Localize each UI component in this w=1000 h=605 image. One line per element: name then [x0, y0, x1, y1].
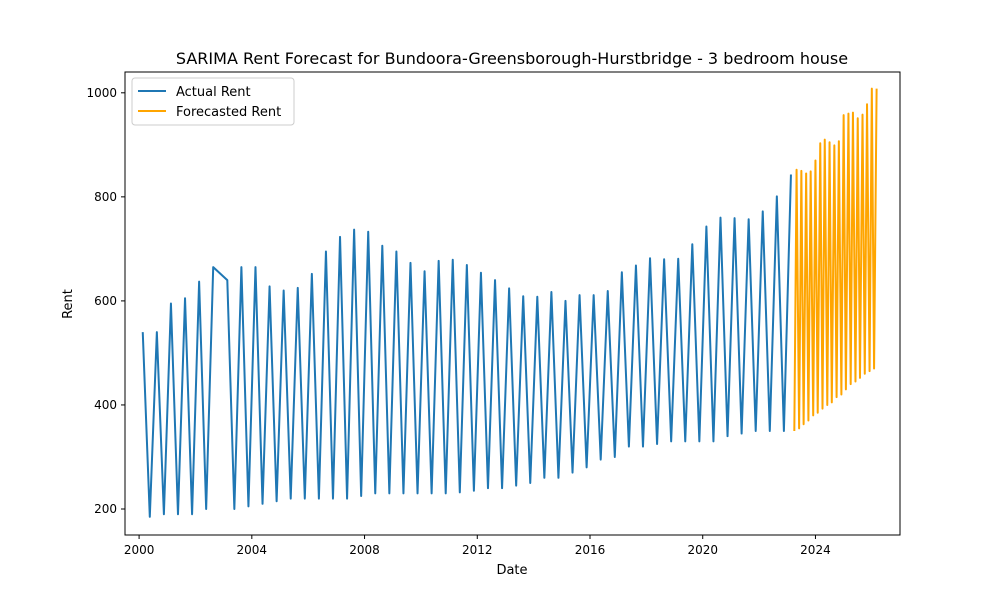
legend-label-forecasted-rent: Forecasted Rent — [176, 105, 281, 120]
y-axis: 200 400 600 800 1000 — [86, 86, 125, 516]
x-tick-label: 2024 — [800, 543, 831, 557]
legend-box — [131, 77, 295, 126]
plot-area — [141, 87, 878, 518]
series-line-forecasted-rent — [793, 87, 878, 431]
plot-frame — [124, 71, 901, 536]
x-axis-label: Date — [496, 563, 527, 578]
y-tick-label: 200 — [94, 502, 117, 516]
chart-title: SARIMA Rent Forecast for Bundoora-Greens… — [176, 49, 848, 68]
y-tick-label: 600 — [94, 294, 117, 308]
y-axis-label: Rent — [61, 289, 76, 319]
x-tick-label: 2000 — [124, 543, 155, 557]
x-tick-label: 2012 — [462, 543, 493, 557]
x-tick-label: 2020 — [687, 543, 718, 557]
y-tick-label: 400 — [94, 398, 117, 412]
x-tick-label: 2004 — [237, 543, 268, 557]
x-tick-label: 2008 — [349, 543, 380, 557]
legend: Actual Rent Forecasted Rent — [131, 77, 295, 126]
legend-label-actual-rent: Actual Rent — [176, 85, 251, 100]
y-tick-label: 800 — [94, 190, 117, 204]
x-axis: 2000 2004 2008 2012 2016 2020 2024 — [124, 535, 831, 557]
y-tick-label: 1000 — [86, 86, 117, 100]
series-line-actual-rent — [141, 174, 792, 518]
x-tick-label: 2016 — [575, 543, 606, 557]
